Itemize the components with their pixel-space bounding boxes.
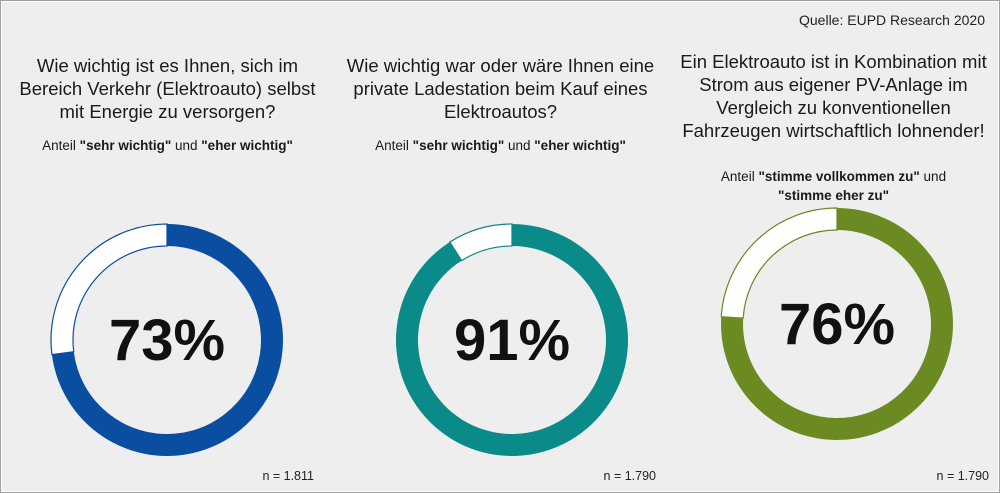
- chart-panel-1: Wie wichtig ist es Ihnen, sich im Bereic…: [1, 1, 334, 492]
- chart-panel-2: Wie wichtig war oder wäre Ihnen eine pri…: [334, 1, 667, 492]
- subtitle-2-a: "sehr wichtig": [412, 138, 505, 153]
- subtitle-1-b: "eher wichtig": [201, 138, 293, 153]
- subtitle-2: Anteil "sehr wichtig" und "eher wichtig": [334, 136, 667, 155]
- source-label: Quelle: EUPD Research 2020: [799, 12, 985, 28]
- donut-3-svg: [720, 207, 953, 440]
- donut-2-svg: [396, 223, 628, 456]
- donut-1-remainder: [50, 223, 168, 356]
- subtitle-3-prefix: Anteil: [720, 169, 759, 184]
- question-2: Wie wichtig war oder wäre Ihnen eine pri…: [346, 55, 655, 122]
- subtitle-1: Anteil "sehr wichtig" und "eher wichtig": [1, 136, 334, 155]
- subtitle-2-prefix: Anteil: [375, 138, 413, 153]
- question-1: Wie wichtig ist es Ihnen, sich im Bereic…: [19, 55, 316, 122]
- subtitle-3-mid: und: [919, 169, 947, 184]
- subtitle-1-prefix: Anteil: [42, 138, 80, 153]
- subtitle-3-b: "stimme eher zu": [777, 188, 890, 203]
- donut-3-label: 76%: [778, 291, 896, 357]
- subtitle-3: Anteil "stimme vollkommen zu" und "stimm…: [707, 167, 960, 205]
- question-3: Ein Elektroauto ist in Kombination mit S…: [680, 51, 987, 141]
- donut-1-label: 73%: [108, 307, 226, 373]
- chart-panel-3: Ein Elektroauto ist in Kombination mit S…: [667, 1, 1000, 492]
- donut-1: 73%: [47, 220, 287, 460]
- sample-size-2: n = 1.790: [603, 469, 656, 483]
- sample-size-1: n = 1.811: [262, 469, 314, 483]
- subtitle-1-mid: und: [171, 138, 202, 153]
- donut-3-remainder: [720, 207, 838, 319]
- subtitle-2-b: "eher wichtig": [534, 138, 626, 153]
- subtitle-1-a: "sehr wichtig": [79, 138, 172, 153]
- subtitle-2-mid: und: [504, 138, 535, 153]
- donut-3: 76%: [717, 204, 957, 444]
- donut-2: 91%: [392, 220, 632, 460]
- subtitle-3-a: "stimme vollkommen zu": [758, 169, 920, 184]
- donut-2-remainder: [449, 223, 513, 262]
- sample-size-3: n = 1.790: [936, 469, 989, 483]
- donut-1-svg: [50, 223, 283, 456]
- donut-2-label: 91%: [453, 307, 571, 373]
